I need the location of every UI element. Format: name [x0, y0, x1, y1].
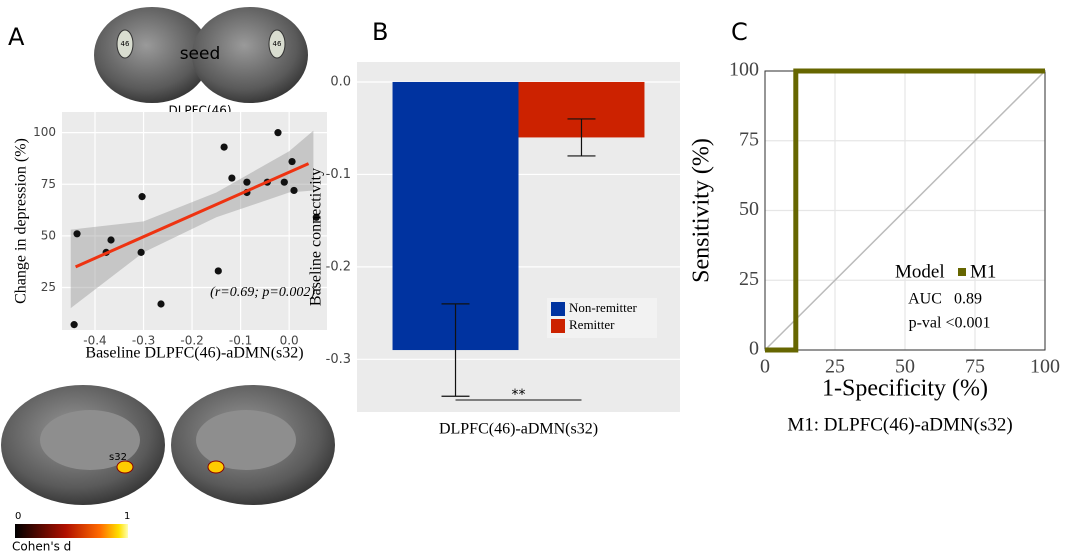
data-point [228, 174, 235, 181]
annotation: (r=0.69; p=0.002) [210, 285, 315, 300]
brain-medial: s32 [1, 385, 335, 505]
data-point [221, 143, 228, 150]
data-point [288, 158, 295, 165]
y-tick-label: 100 [729, 59, 759, 81]
y-tick-label: 75 [739, 128, 759, 150]
y-tick-label: 50 [41, 228, 56, 242]
legend-swatch [551, 319, 565, 333]
stat-value: <0.001 [945, 315, 990, 332]
x-tick-label: DLPFC(46)-aDMN(s32) [439, 421, 598, 438]
y-tick-label: 0 [749, 338, 759, 360]
data-point [157, 300, 164, 307]
colorbar: 0 1 Cohen's d [12, 511, 130, 554]
legend-title: Model [895, 261, 945, 282]
panel-label: C [731, 18, 748, 46]
x-tick-label: 100 [1030, 356, 1060, 378]
data-point [243, 179, 250, 186]
y-axis-title: Baseline connectivity [308, 168, 325, 306]
y-tick-label: 0.0 [330, 74, 351, 89]
y-tick-label: 25 [41, 280, 56, 294]
data-point [290, 187, 297, 194]
y-tick-label: 25 [739, 268, 759, 290]
data-point [281, 179, 288, 186]
data-point [215, 267, 222, 274]
data-point [274, 129, 281, 136]
seed-label: seed [180, 44, 221, 64]
legend-label: Remitter [569, 317, 615, 332]
colorbar-tick: 0 [15, 511, 21, 522]
panel-label: A [8, 23, 25, 51]
y-tick-label: -0.3 [326, 352, 351, 367]
stat-name: p-val [909, 315, 942, 332]
stat-name: AUC [908, 291, 942, 308]
legend-label: M1 [970, 261, 996, 282]
seed-mark: 46 [273, 40, 282, 48]
data-point [138, 249, 145, 256]
legend-label: Non-remitter [569, 300, 638, 315]
seed-mark: 46 [121, 40, 130, 48]
x-tick-label: 0 [760, 356, 770, 378]
panel-label: B [372, 18, 388, 46]
y-tick-label: 100 [33, 125, 56, 139]
stat-value: 0.89 [954, 291, 982, 308]
x-tick-label: 50 [895, 356, 915, 378]
x-tick-label: 75 [965, 356, 985, 378]
data-point [138, 193, 145, 200]
x-axis-title: Baseline DLPFC(46)-aDMN(s32) [85, 345, 303, 362]
x-axis-title: 1-Specificity (%) [822, 376, 988, 402]
data-point [71, 321, 78, 328]
caption: M1: DLPFC(46)-aDMN(s32) [787, 414, 1012, 435]
y-axis-title: Sensitivity (%) [689, 138, 715, 283]
significance-label: ** [512, 387, 526, 403]
x-tick-label: 25 [825, 356, 845, 378]
y-tick-label: -0.1 [326, 167, 351, 182]
colorbar-title: Cohen's d [12, 540, 71, 554]
brain-top: 46 46 seed DLPFC(46) [94, 7, 308, 118]
y-tick-label: 75 [41, 177, 56, 191]
legend-swatch [958, 268, 966, 276]
colorbar-tick: 1 [124, 511, 130, 522]
data-point [107, 236, 114, 243]
y-tick-label: 50 [739, 198, 759, 220]
legend-swatch [551, 302, 565, 316]
y-axis-title: Change in depression (%) [13, 138, 30, 304]
data-point [73, 230, 80, 237]
y-tick-label: -0.2 [326, 259, 351, 274]
figure: 46 46 seed DLPFC(46) s32 0 1 Cohen's d A… [0, 0, 1075, 554]
region-label: s32 [109, 452, 127, 463]
